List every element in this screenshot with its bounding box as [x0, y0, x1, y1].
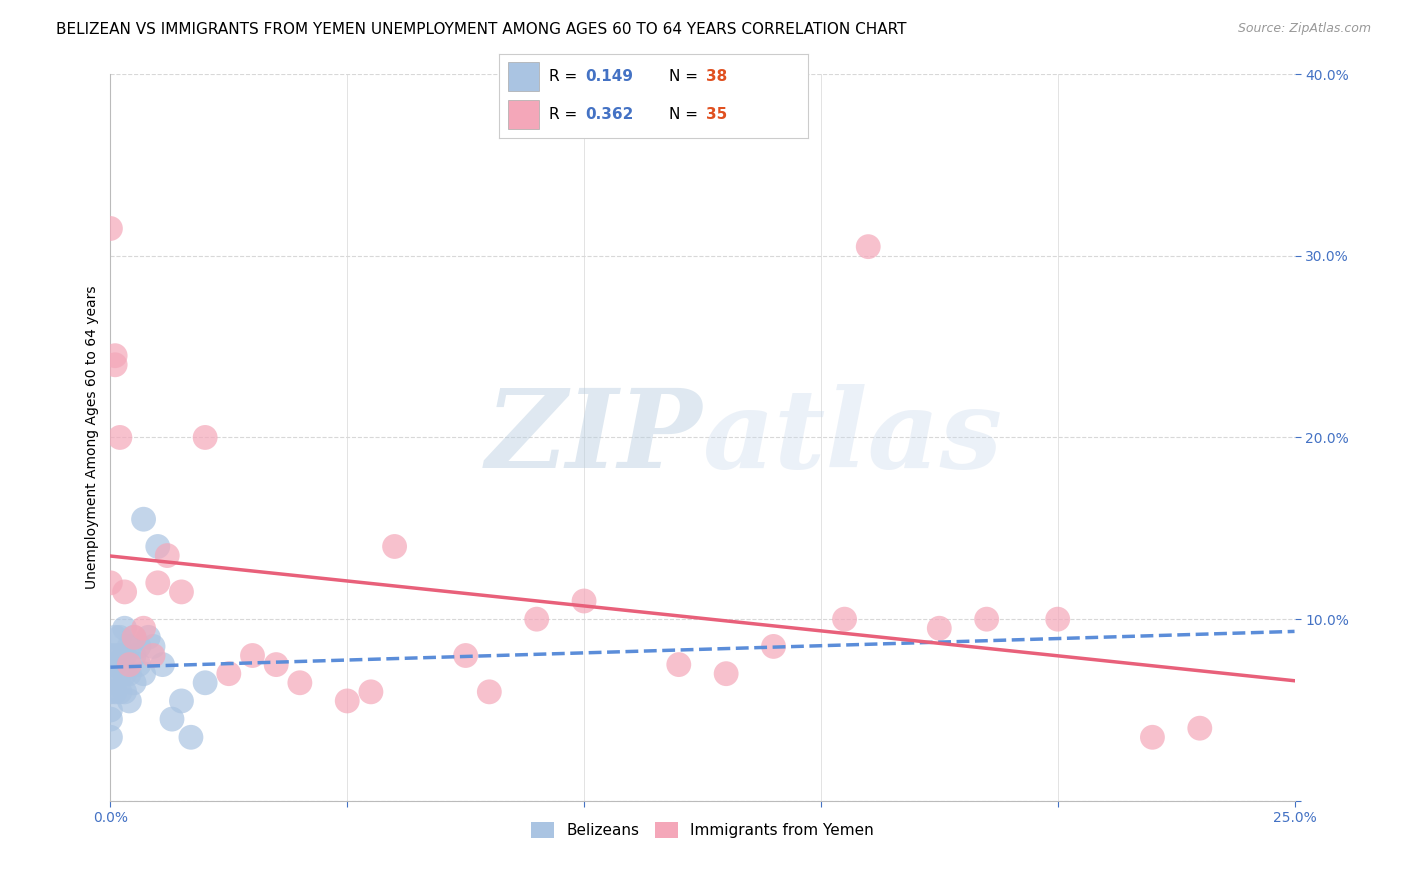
Point — [218, 666, 240, 681]
Bar — [509, 100, 540, 129]
Point — [264, 657, 287, 672]
Text: 0.149: 0.149 — [586, 69, 634, 84]
Point — [108, 666, 131, 681]
Point — [114, 666, 136, 681]
Point — [118, 640, 141, 654]
Point — [336, 694, 359, 708]
Point — [170, 585, 193, 599]
Point — [1046, 612, 1069, 626]
Point — [146, 575, 169, 590]
Point — [104, 685, 127, 699]
Text: N =: N = — [669, 107, 703, 122]
Point — [194, 430, 217, 444]
Point — [100, 675, 122, 690]
Text: 35: 35 — [706, 107, 728, 122]
Point — [1142, 731, 1164, 745]
Point — [118, 694, 141, 708]
Point — [104, 657, 127, 672]
Text: 38: 38 — [706, 69, 728, 84]
Point — [100, 731, 122, 745]
Point — [114, 685, 136, 699]
Point — [170, 694, 193, 708]
Point — [146, 540, 169, 554]
Point — [142, 648, 165, 663]
Point — [100, 685, 122, 699]
Legend: Belizeans, Immigrants from Yemen: Belizeans, Immigrants from Yemen — [526, 816, 880, 844]
Point — [100, 575, 122, 590]
Point — [384, 540, 406, 554]
Point — [668, 657, 690, 672]
Point — [242, 648, 264, 663]
Text: R =: R = — [548, 69, 582, 84]
Text: BELIZEAN VS IMMIGRANTS FROM YEMEN UNEMPLOYMENT AMONG AGES 60 TO 64 YEARS CORRELA: BELIZEAN VS IMMIGRANTS FROM YEMEN UNEMPL… — [56, 22, 907, 37]
Point — [100, 703, 122, 717]
Point — [180, 731, 202, 745]
Point — [114, 648, 136, 663]
Point — [104, 631, 127, 645]
Text: atlas: atlas — [703, 384, 1002, 491]
Point — [108, 685, 131, 699]
Point — [928, 621, 950, 635]
Point — [108, 648, 131, 663]
Point — [360, 685, 382, 699]
Point — [762, 640, 785, 654]
Point — [118, 666, 141, 681]
Point — [132, 512, 155, 526]
Point — [156, 549, 179, 563]
Point — [100, 648, 122, 663]
Point — [858, 240, 880, 254]
Point — [122, 631, 145, 645]
Point — [104, 648, 127, 663]
Text: 0.362: 0.362 — [586, 107, 634, 122]
Point — [136, 631, 159, 645]
Point — [104, 358, 127, 372]
Text: ZIP: ZIP — [486, 384, 703, 491]
Point — [114, 621, 136, 635]
Point — [128, 657, 150, 672]
Point — [122, 648, 145, 663]
Point — [572, 594, 595, 608]
Point — [100, 666, 122, 681]
Text: Source: ZipAtlas.com: Source: ZipAtlas.com — [1237, 22, 1371, 36]
Bar — [509, 62, 540, 91]
Point — [132, 666, 155, 681]
Point — [478, 685, 501, 699]
Point — [834, 612, 856, 626]
Point — [108, 631, 131, 645]
Point — [128, 640, 150, 654]
Point — [100, 657, 122, 672]
Point — [122, 675, 145, 690]
Point — [714, 666, 737, 681]
Point — [108, 430, 131, 444]
Point — [100, 712, 122, 726]
Point — [152, 657, 174, 672]
Text: N =: N = — [669, 69, 703, 84]
Point — [454, 648, 477, 663]
Point — [118, 657, 141, 672]
Point — [104, 349, 127, 363]
Point — [160, 712, 183, 726]
Point — [142, 640, 165, 654]
Point — [288, 675, 311, 690]
Point — [194, 675, 217, 690]
Point — [122, 631, 145, 645]
Point — [100, 221, 122, 235]
Point — [1188, 721, 1211, 735]
Point — [114, 585, 136, 599]
Point — [976, 612, 998, 626]
Point — [132, 621, 155, 635]
Point — [526, 612, 548, 626]
Y-axis label: Unemployment Among Ages 60 to 64 years: Unemployment Among Ages 60 to 64 years — [86, 285, 100, 590]
Text: R =: R = — [548, 107, 582, 122]
